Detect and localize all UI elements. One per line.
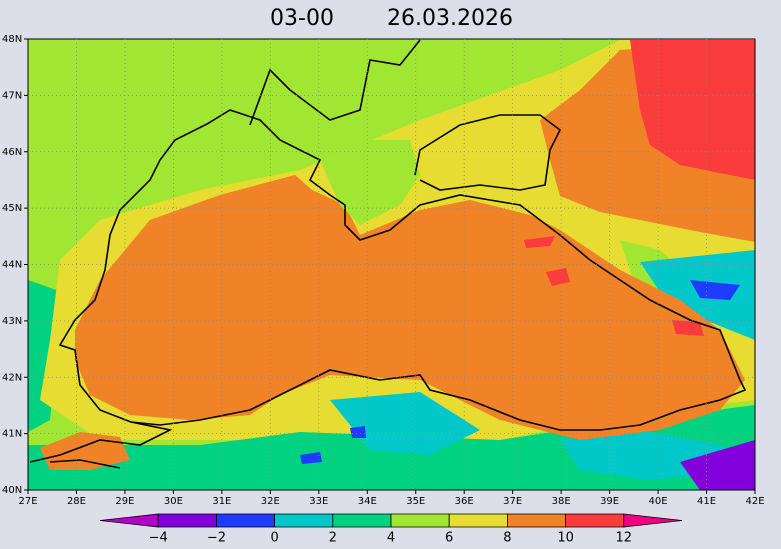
colorbar-segment	[215, 513, 276, 528]
lon-label: 42E	[745, 496, 764, 507]
lon-label: 41E	[697, 496, 716, 507]
lon-label: 38E	[552, 496, 571, 507]
lat-label: 45N	[2, 203, 22, 214]
colorbar-label: −4	[149, 531, 168, 546]
lon-label: 36E	[455, 496, 474, 507]
lat-label: 42N	[2, 372, 22, 383]
title-time: 03-00	[270, 6, 334, 31]
coastline	[29, 39, 747, 469]
colorbar-label: 2	[329, 531, 337, 546]
field	[28, 39, 755, 490]
lon-label: 29E	[115, 496, 134, 507]
lon-label: 33E	[309, 496, 328, 507]
colorbar-segment	[332, 513, 392, 528]
lat-label: 44N	[2, 260, 22, 271]
title-date: 26.03.2026	[387, 6, 513, 31]
lon-label: 30E	[164, 496, 183, 507]
lat-label: 43N	[2, 316, 22, 327]
colorbar-label: 0	[270, 531, 278, 546]
lon-label: 39E	[600, 496, 619, 507]
colorbar-segment	[390, 513, 450, 528]
lon-label: 27E	[18, 496, 37, 507]
colorbar-label: 4	[387, 531, 395, 546]
colorbar-segment	[99, 513, 159, 528]
lon-label: 35E	[406, 496, 425, 507]
colorbar-label: −2	[207, 531, 226, 546]
colorbar-segment	[565, 513, 625, 528]
lat-label: 48N	[2, 34, 22, 45]
lat-label: 41N	[2, 429, 22, 440]
lon-label: 37E	[503, 496, 522, 507]
lon-label: 32E	[261, 496, 280, 507]
lat-label: 46N	[2, 147, 22, 158]
colorbar-segment	[274, 513, 334, 528]
lat-label: 40N	[2, 485, 22, 496]
colorbar-label: 12	[616, 531, 633, 546]
lon-label: 28E	[67, 496, 86, 507]
lon-label: 40E	[649, 496, 668, 507]
lon-label: 34E	[358, 496, 377, 507]
lat-label: 47N	[2, 90, 22, 101]
colorbar-segment	[506, 513, 566, 528]
lon-label: 31E	[212, 496, 231, 507]
colorbar-label: 8	[503, 531, 511, 546]
colorbar-label: 6	[445, 531, 453, 546]
colorbar-segment	[448, 513, 508, 528]
colorbar-segment	[157, 513, 217, 528]
colorbar-label: 10	[557, 531, 574, 546]
colorbar-segment	[623, 513, 683, 528]
